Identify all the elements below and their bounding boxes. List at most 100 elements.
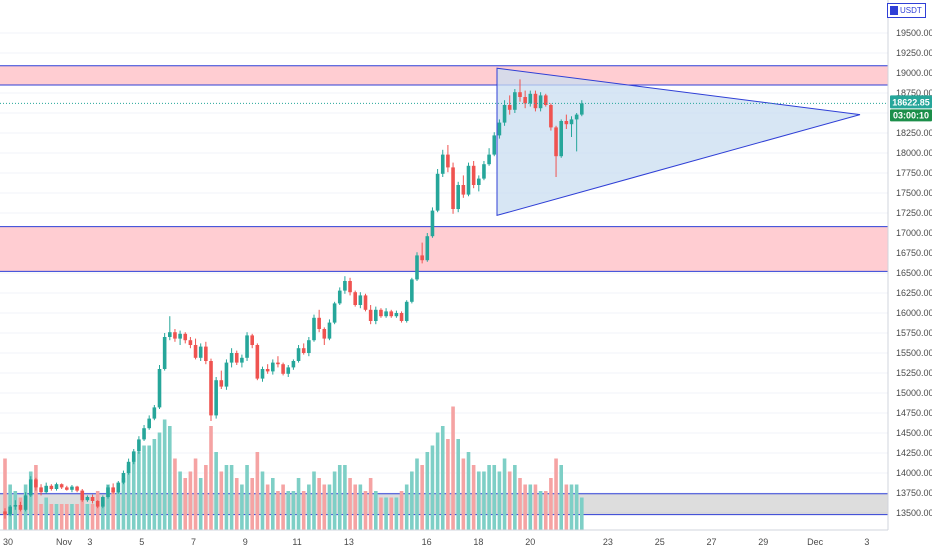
candle-body bbox=[394, 313, 399, 317]
volume-bar bbox=[198, 478, 203, 530]
volume-bar bbox=[554, 458, 558, 530]
currency-badge[interactable]: USDT bbox=[887, 3, 926, 18]
candle-body bbox=[255, 345, 260, 379]
candle-body bbox=[410, 279, 414, 302]
candle-body bbox=[131, 451, 136, 462]
candle-body bbox=[28, 479, 33, 496]
volume-bar bbox=[178, 471, 182, 530]
y-tick-label: 16500.00 bbox=[896, 268, 932, 278]
volume-bar bbox=[240, 484, 244, 530]
volume-bar bbox=[374, 491, 378, 530]
candle-body bbox=[162, 337, 167, 369]
candle-body bbox=[559, 121, 563, 157]
volume-bar bbox=[353, 484, 357, 530]
candle-body bbox=[492, 135, 497, 155]
candle-body bbox=[250, 335, 254, 345]
candle-body bbox=[209, 361, 213, 416]
x-tick-label: 3 bbox=[864, 537, 869, 547]
x-tick-label: 25 bbox=[655, 537, 665, 547]
price-zone bbox=[0, 226, 888, 272]
candle-body bbox=[549, 105, 553, 128]
volume-bar bbox=[549, 478, 553, 530]
y-tick-label: 15750.00 bbox=[896, 328, 932, 338]
volume-bar bbox=[214, 452, 218, 530]
volume-bar bbox=[368, 478, 373, 530]
candle-body bbox=[317, 317, 321, 329]
candle-body bbox=[13, 505, 18, 507]
volume-bar bbox=[399, 491, 404, 530]
volume-bar bbox=[3, 458, 7, 530]
candle-body bbox=[523, 97, 527, 104]
volume-bar bbox=[523, 484, 527, 530]
volume-bar bbox=[543, 491, 548, 530]
candle-body bbox=[440, 154, 445, 174]
y-tick-label: 19500.00 bbox=[896, 28, 932, 38]
candle-body bbox=[173, 332, 177, 339]
candle-body bbox=[451, 167, 455, 209]
volume-bar bbox=[528, 484, 533, 530]
candle-body bbox=[116, 482, 121, 493]
volume-bar bbox=[507, 471, 512, 530]
candle-body bbox=[3, 511, 7, 515]
volume-bar bbox=[404, 484, 409, 530]
candle-body bbox=[286, 367, 291, 374]
triangle-shape bbox=[496, 67, 861, 217]
y-tick-label: 17500.00 bbox=[896, 188, 932, 198]
candle-body bbox=[507, 105, 512, 110]
candle-body bbox=[39, 487, 43, 493]
candle-body bbox=[85, 497, 90, 501]
candle-body bbox=[456, 185, 460, 209]
y-tick-label: 14500.00 bbox=[896, 428, 932, 438]
candle-body bbox=[477, 178, 481, 185]
x-tick-label: 13 bbox=[344, 537, 354, 547]
candle-body bbox=[281, 364, 285, 374]
volume-bar bbox=[90, 504, 95, 530]
volume-bar bbox=[291, 491, 296, 530]
candle-body bbox=[240, 357, 244, 363]
x-tick-label: 3 bbox=[87, 537, 92, 547]
volume-bar bbox=[234, 478, 239, 530]
candle-body bbox=[126, 461, 131, 473]
volume-bar bbox=[276, 491, 280, 530]
candles bbox=[3, 79, 584, 519]
candle-body bbox=[471, 165, 476, 185]
candle-body bbox=[49, 485, 54, 489]
candle-body bbox=[106, 487, 110, 497]
candle-body bbox=[363, 295, 368, 310]
candle-body bbox=[554, 127, 558, 157]
volume-bar bbox=[255, 452, 260, 530]
candle-body bbox=[234, 353, 239, 363]
volume-bar bbox=[446, 439, 450, 530]
candle-body bbox=[23, 495, 28, 510]
candle-body bbox=[399, 313, 404, 321]
volume-bar bbox=[59, 504, 64, 530]
x-tick-label: Nov bbox=[56, 537, 73, 547]
volume-bar bbox=[229, 465, 234, 530]
candle-body bbox=[543, 95, 548, 105]
candle-body bbox=[487, 154, 491, 165]
volume-bar bbox=[13, 491, 18, 530]
candle-body bbox=[528, 93, 533, 104]
candle-body bbox=[121, 473, 126, 483]
y-tick-label: 17750.00 bbox=[896, 168, 932, 178]
volume-bar bbox=[384, 497, 388, 530]
volume-bar bbox=[394, 497, 399, 530]
x-tick-label: 11 bbox=[292, 537, 301, 547]
candle-body bbox=[384, 311, 388, 317]
volume-bar bbox=[173, 458, 177, 530]
candle-body bbox=[502, 105, 507, 123]
candle-body bbox=[322, 329, 327, 339]
candle-body bbox=[518, 92, 522, 97]
y-tick-label: 14250.00 bbox=[896, 448, 932, 458]
volume-bar bbox=[219, 471, 224, 530]
countdown-label-bg bbox=[890, 109, 932, 122]
volume-bar bbox=[126, 465, 131, 530]
volume-bar bbox=[471, 465, 476, 530]
candle-body bbox=[193, 345, 198, 358]
volume-bar bbox=[28, 471, 33, 530]
candle-body bbox=[368, 309, 373, 321]
candle-body bbox=[142, 428, 146, 440]
